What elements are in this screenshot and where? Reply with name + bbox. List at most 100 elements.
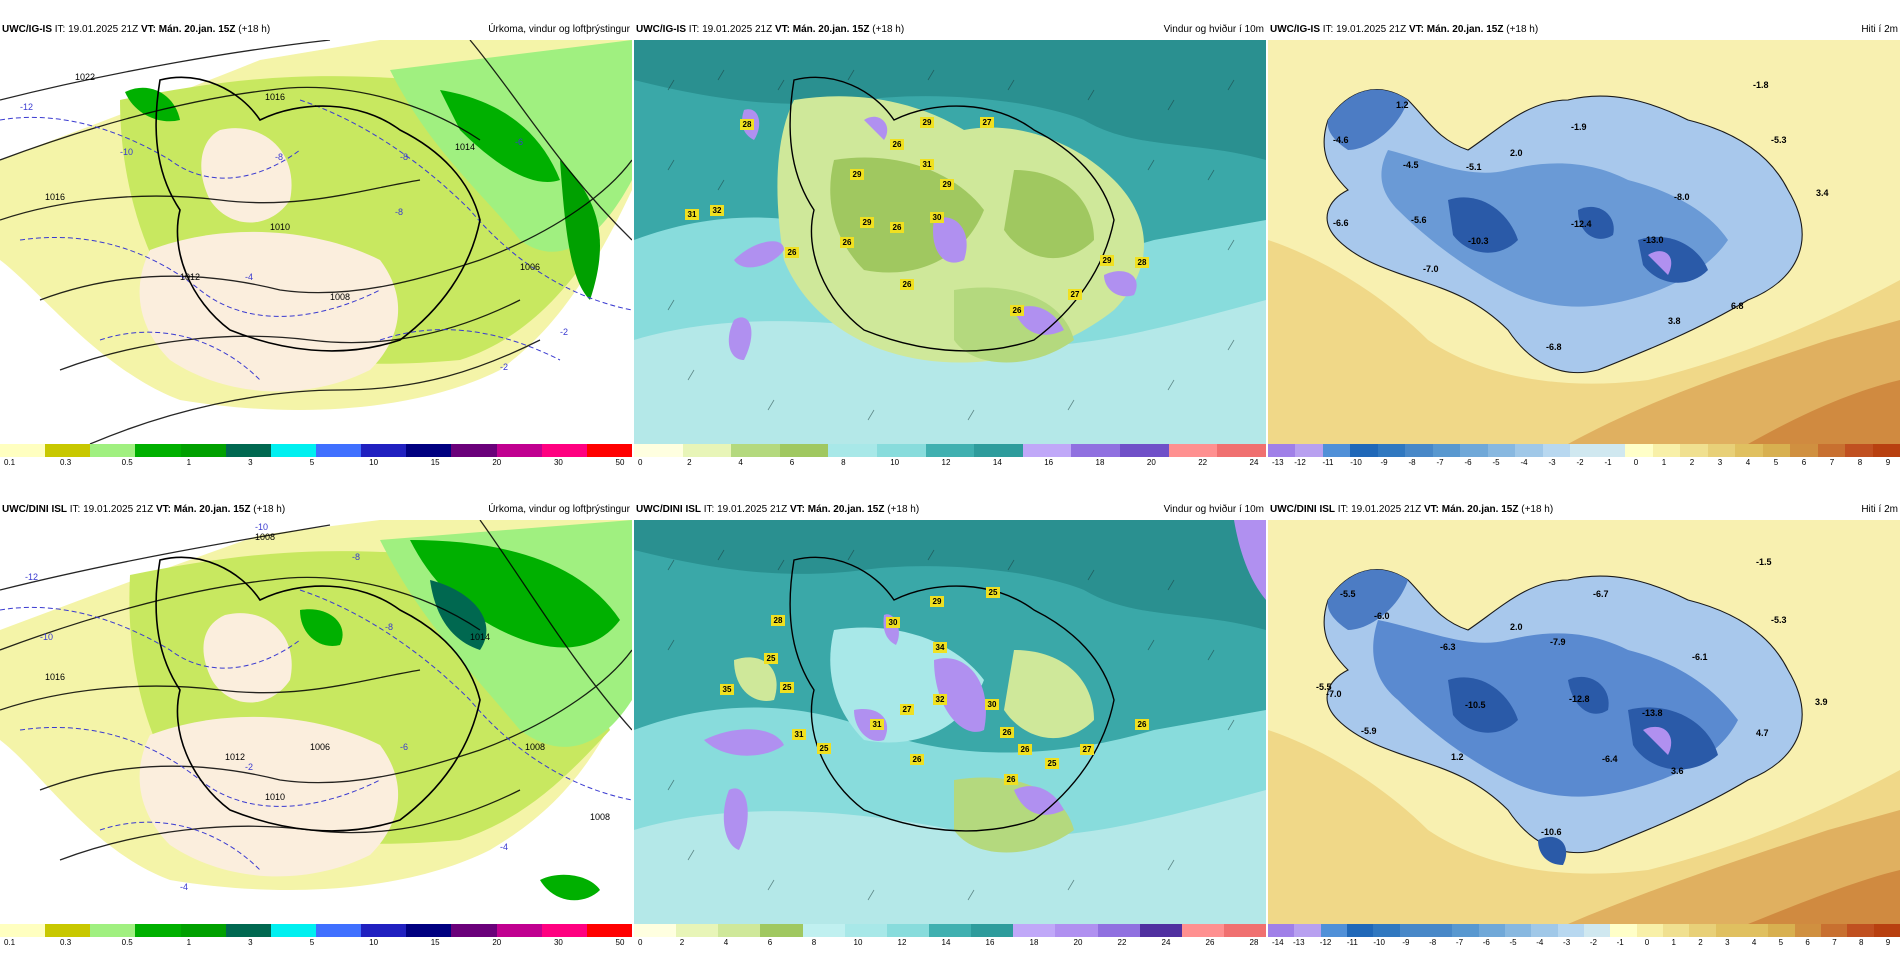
svg-text:31: 31: [795, 730, 804, 739]
isobar-label: 1010: [265, 792, 285, 802]
wind-map[interactable]: 28 29 27 26 31 29 29 31 32 29 26 30 26 2…: [634, 40, 1266, 444]
colorbar-swatch: [180, 444, 226, 457]
svg-text:25: 25: [989, 588, 998, 597]
gust-badge: 29: [850, 169, 864, 180]
temp-value: -5.3: [1771, 135, 1787, 145]
panel-title-bar: UWC/IG-IS IT: 19.01.2025 21Z VT: Mán. 20…: [634, 20, 1266, 40]
colorbar-tick-label: -12: [1319, 938, 1332, 947]
colorbar-tick-label: -5: [1492, 458, 1500, 467]
colorbar-swatch: [451, 924, 497, 937]
colorbar-tick-label: -2: [1589, 938, 1597, 947]
panel-title-bar: UWC/IG-IS IT: 19.01.2025 21Z VT: Mán. 20…: [0, 20, 632, 40]
colorbar-swatch: [1217, 444, 1266, 457]
isobar-label: 1016: [265, 92, 285, 102]
temp-value: -1.8: [1753, 80, 1769, 90]
colorbar-swatch: [1432, 444, 1461, 457]
colorbar-tick-label: 28: [1249, 938, 1259, 947]
model-name: UWC/DINI ISL: [2, 504, 67, 515]
model-name: UWC/IG-IS: [1270, 24, 1320, 35]
lead-time: (+18 h): [253, 504, 286, 515]
precip-colorbar-ticks: 0.1 0.3 0.5 1 3 5 10 15 20 30 50: [0, 457, 632, 471]
panel-title: Úrkoma, vindur og loftþrýstingur: [488, 504, 630, 515]
colorbar-swatch: [1055, 924, 1098, 937]
colorbar-swatch: [406, 924, 452, 937]
colorbar-tick-label: 12: [941, 458, 951, 467]
temp-contour-label: -4: [500, 842, 508, 852]
svg-text:28: 28: [774, 616, 783, 625]
temperature-value-labels: 1.2 -1.8 -4.6 -4.5 -5.1 2.0 -1.9 -5.3 -6…: [1333, 80, 1829, 352]
colorbar-tick-label: -13: [1293, 938, 1305, 947]
svg-text:32: 32: [936, 695, 945, 704]
colorbar-tick-label: 4: [738, 458, 743, 467]
svg-text:31: 31: [688, 210, 697, 219]
colorbar-tick-label: 2: [1698, 938, 1703, 947]
gust-badge: 27: [980, 117, 994, 128]
colorbar-tick-label: -2: [1576, 458, 1584, 467]
svg-text:31: 31: [873, 720, 882, 729]
temperature-map-svg: 1.2 -1.8 -4.6 -4.5 -5.1 2.0 -1.9 -5.3 -6…: [1268, 40, 1900, 444]
colorbar-tick-label: 14: [941, 938, 951, 947]
colorbar-tick-label: 1: [1661, 458, 1667, 467]
colorbar-swatch: [1845, 444, 1873, 457]
gust-badge: 31: [870, 719, 884, 730]
precip-map[interactable]: 1022 1016 1016 1014 1010 1008 1012 1006 …: [0, 40, 632, 444]
colorbar-tick-label: 7: [1829, 458, 1835, 467]
panel-title-bar: UWC/DINI ISL IT: 19.01.2025 21Z VT: Mán.…: [0, 500, 632, 520]
panel-title: Úrkoma, vindur og loftþrýstingur: [488, 24, 630, 35]
colorbar-tick-label: 7: [1832, 938, 1837, 947]
valid-time: VT: Mán. 20.jan. 15Z: [1408, 24, 1504, 35]
colorbar-swatch: [718, 924, 761, 937]
temp-contour-label: -8: [400, 152, 408, 162]
temp-value: -8.0: [1674, 192, 1690, 202]
wind-map[interactable]: 28 29 25 30 34 25 35 25 27 32 30 31 31 2…: [634, 520, 1266, 924]
temperature-map[interactable]: -5.5 -1.5 -6.0 -6.7 2.0 -5.3 -6.3 -7.9 -…: [1268, 520, 1900, 924]
isobar-label: 1008: [590, 812, 610, 822]
svg-text:26: 26: [1021, 745, 1030, 754]
colorbar-swatch: [1794, 924, 1821, 937]
wind-colorbar-ticks: 0 2 4 6 8 10 12 14 16 18 20 22 24: [634, 457, 1266, 471]
colorbar-tick-label: -11: [1346, 938, 1358, 947]
colorbar-tick-label: 30: [553, 938, 563, 947]
temp-value: 2.0: [1510, 622, 1523, 632]
colorbar-tick-label: 1: [186, 458, 192, 467]
temperature-map-svg: -5.5 -1.5 -6.0 -6.7 2.0 -5.3 -6.3 -7.9 -…: [1268, 520, 1900, 924]
temp-contour-label: -6: [515, 137, 523, 147]
colorbar-tick-label: -7: [1436, 458, 1444, 467]
colorbar-swatch: [1120, 444, 1169, 457]
colorbar-tick-label: -3: [1548, 458, 1556, 467]
colorbar-swatch: [1295, 444, 1323, 457]
precip-map[interactable]: 1008 1016 1014 1012 1010 1006 1008 1008 …: [0, 520, 632, 924]
colorbar-swatch: [1223, 924, 1267, 937]
gust-badge: 29: [860, 217, 874, 228]
model-name: UWC/IG-IS: [2, 24, 52, 35]
lead-time: (+18 h): [1506, 24, 1539, 35]
colorbar-tick-label: 0.1: [4, 938, 16, 947]
colorbar-tick-label: -4: [1520, 458, 1528, 467]
colorbar-swatch: [1478, 924, 1505, 937]
init-time: IT: 19.01.2025 21Z: [1322, 24, 1407, 35]
colorbar-swatch: [1504, 924, 1532, 937]
colorbar-tick-label: 22: [1198, 458, 1208, 467]
colorbar-swatch: [1350, 444, 1378, 457]
gust-badge: 29: [930, 596, 944, 607]
colorbar-tick-label: 5: [309, 938, 315, 947]
temperature-map[interactable]: 1.2 -1.8 -4.6 -4.5 -5.1 2.0 -1.9 -5.3 -6…: [1268, 40, 1900, 444]
colorbar-tick-label: -7: [1455, 938, 1464, 947]
temp-contour-label: -10: [255, 522, 268, 532]
gust-badge: 26: [840, 237, 854, 248]
panel-precip-ig: UWC/IG-IS IT: 19.01.2025 21Z VT: Mán. 20…: [0, 20, 632, 480]
colorbar-tick-label: 5: [1773, 458, 1779, 467]
colorbar-swatch: [1662, 924, 1690, 937]
temp-value: -5.9: [1361, 726, 1377, 736]
panel-title-bar: UWC/DINI ISL IT: 19.01.2025 21Z VT: Mán.…: [1268, 500, 1900, 520]
gust-badge: 28: [740, 119, 754, 130]
temp-value: 1.2: [1451, 752, 1464, 762]
temperature-contour-labels: -12 -10 -10 -8 -8 -6 -4 -2 -4: [25, 522, 508, 892]
gust-labels: 28 29 27 26 31 29 29 31 32 29 26 30 26 2…: [685, 117, 1149, 316]
svg-text:26: 26: [1013, 306, 1022, 315]
isobar-label: 1006: [310, 742, 330, 752]
colorbar-tick-label: 0: [1644, 938, 1650, 947]
temp-value: -7.9: [1550, 637, 1566, 647]
colorbar-tick-label: -4: [1536, 938, 1544, 947]
colorbar-tick-label: -13: [1272, 458, 1284, 467]
